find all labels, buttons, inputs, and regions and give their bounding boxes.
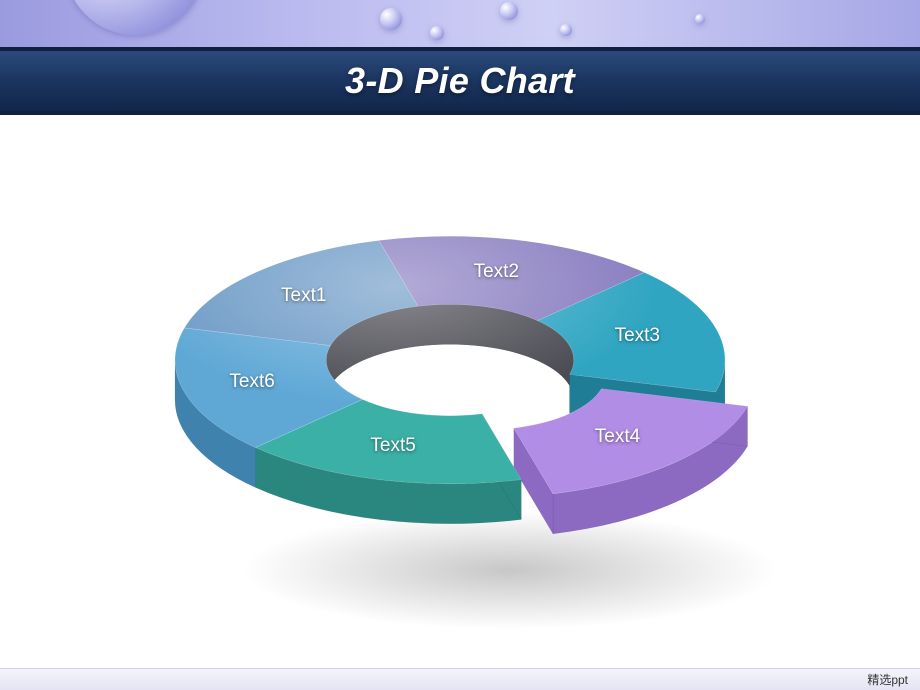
slide-title: 3-D Pie Chart [345, 60, 575, 102]
sphere-icon [500, 2, 518, 20]
slice-label: Text6 [229, 371, 274, 393]
footer-text: 精选ppt [867, 671, 908, 688]
chart-area: Text1 Text2 Text3 Text4 Text5 Text6 [0, 160, 920, 630]
slice-label: Text3 [615, 325, 660, 347]
slice-label: Text2 [474, 261, 519, 283]
footer-bar: 精选ppt [0, 668, 920, 690]
sphere-icon [65, 0, 205, 35]
slice-label: Text1 [281, 285, 326, 307]
title-bar: 3-D Pie Chart [0, 47, 920, 115]
sphere-icon [380, 8, 402, 30]
slice-label: Text5 [370, 435, 415, 457]
slice-label: Text4 [595, 426, 640, 448]
sphere-icon [695, 14, 705, 24]
header-decoration [0, 0, 920, 47]
sphere-icon [430, 26, 444, 40]
sphere-icon [560, 24, 572, 36]
